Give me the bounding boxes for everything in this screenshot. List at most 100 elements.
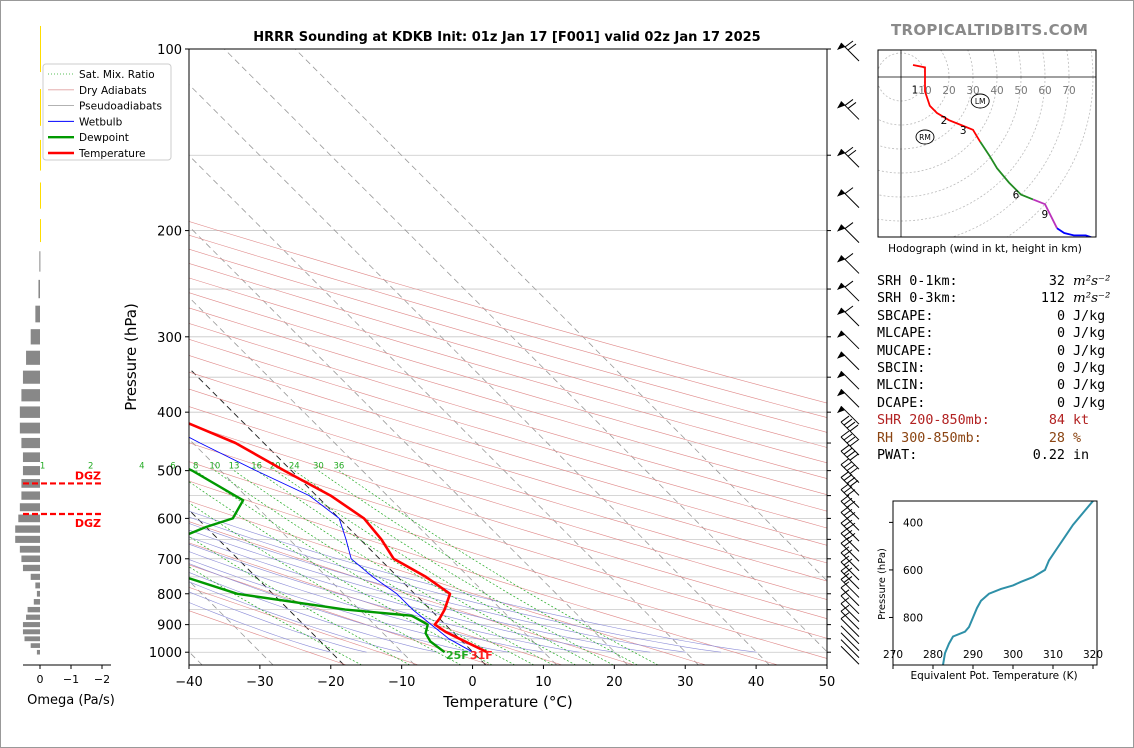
- wind-barb: [837, 330, 860, 350]
- stat-label: SRH 0-1km:: [877, 274, 958, 289]
- mixing-ratio-label: 4: [139, 462, 144, 472]
- omega-bar: [22, 466, 40, 476]
- omega-bar: [19, 503, 40, 512]
- stat-value: 0: [1056, 361, 1065, 377]
- omega-bar: [22, 629, 40, 635]
- theta-e-x-tick-label: 290: [963, 649, 983, 661]
- stat-label: PWAT:: [877, 448, 918, 464]
- omega-bar: [30, 573, 40, 580]
- wind-barb: [840, 645, 860, 665]
- wind-barb: [840, 555, 860, 581]
- stat-row: SBCAPE: 0 J/kg: [877, 308, 1110, 325]
- stat-unit: J/kg: [1073, 361, 1106, 377]
- stat-row: DCAPE: 0 J/kg: [877, 395, 1110, 412]
- theta-e-y-tick-label: 800: [903, 612, 923, 624]
- theta-e-profile: [942, 501, 1094, 665]
- dry-adiabat: [189, 586, 419, 665]
- wind-barb: [837, 187, 860, 208]
- omega-bar: [15, 535, 40, 543]
- wind-barb: [840, 573, 860, 598]
- wind-barb-flag: [837, 43, 845, 50]
- hodograph-ring-label: 20: [942, 85, 955, 97]
- stat-unit: J/kg: [1073, 343, 1106, 359]
- stat-row: MLCAPE: 0 J/kg: [877, 325, 1110, 342]
- temperature-axis-label: Temperature (°C): [442, 693, 572, 711]
- stat-unit: m²s⁻²: [1073, 291, 1111, 307]
- wind-barb: [837, 146, 860, 168]
- wind-barb-feather: [840, 444, 850, 452]
- stat-label: SBCAPE:: [877, 308, 934, 324]
- omega-bar: [21, 437, 40, 449]
- stat-value: 0.22: [1032, 448, 1065, 464]
- hodograph-frame: [877, 49, 1097, 238]
- stat-row: SBCIN: 0 J/kg: [877, 360, 1110, 377]
- hodograph-trace: [979, 141, 1034, 201]
- wind-barb-feather: [840, 458, 850, 466]
- omega-bar: [19, 406, 40, 418]
- stat-value: 0: [1056, 395, 1065, 411]
- skew-t-panel: HRRR Sounding at KDKB Init: 01z Jan 17 […: [40, 30, 860, 711]
- wind-barb-feather: [849, 453, 859, 461]
- wind-barb: [837, 370, 860, 390]
- wind-barb-flag: [837, 406, 845, 414]
- isotherm: [189, 84, 770, 665]
- omega-bar: [38, 279, 40, 299]
- omega-bar: [30, 643, 40, 648]
- stat-row: SRH 0-1km: 32 m²s⁻²: [877, 273, 1110, 290]
- legend-entry: Wetbulb: [79, 116, 123, 128]
- omega-bar: [19, 422, 40, 434]
- pressure-tick-label: 900: [157, 619, 182, 634]
- stat-label: SHR 200-850mb:: [877, 413, 990, 429]
- wind-barb-feather: [843, 558, 853, 566]
- stat-row: SRH 0-3km: 112 m²s⁻²: [877, 290, 1110, 307]
- omega-bar: [35, 582, 40, 589]
- omega-bar: [40, 89, 41, 126]
- wind-barb: [840, 536, 860, 562]
- omega-bar: [40, 139, 41, 171]
- wind-barb-feather: [840, 483, 850, 491]
- wind-barb: [837, 40, 860, 62]
- wind-barb: [840, 589, 860, 615]
- wind-barb-flag: [837, 189, 845, 197]
- omega-bar: [39, 251, 41, 272]
- legend-entry: Dry Adiabats: [79, 85, 147, 97]
- omega-bar: [30, 329, 40, 345]
- hodograph-caption: Hodograph (wind in kt, height in km): [888, 243, 1082, 255]
- stat-label: RH 300-850mb:: [877, 430, 982, 446]
- theta-e-axis-ticks: 270 280 290 300 310 320 400 600 800: [883, 517, 1103, 669]
- wind-barb-staff: [840, 587, 860, 607]
- wind-barb: [840, 625, 860, 645]
- wind-barb-feather: [840, 494, 850, 502]
- wind-barb-feather: [843, 433, 853, 441]
- mixing-ratio-line: [189, 566, 362, 665]
- wind-barb-feather: [840, 415, 850, 423]
- omega-bar: [26, 614, 40, 620]
- chart-title: HRRR Sounding at KDKB Init: 01z Jan 17 […: [253, 30, 760, 45]
- wind-barb-feather: [846, 477, 856, 484]
- brand-watermark: TROPICALTIDBITS.COM: [891, 21, 1089, 39]
- omega-bar: [22, 452, 40, 463]
- pseudoadiabat: [189, 563, 474, 653]
- wind-barb-staff: [840, 595, 860, 615]
- wind-barb-feather: [843, 567, 853, 575]
- wind-barb-flag: [837, 101, 845, 109]
- dry-adiabat: [189, 248, 827, 433]
- hodograph-ring-label: 50: [1014, 85, 1027, 97]
- dry-adiabat: [189, 234, 827, 418]
- theta-e-x-tick-label: 320: [1083, 649, 1103, 661]
- stat-value: 28: [1048, 430, 1065, 446]
- hodograph-ring-label: 60: [1038, 85, 1051, 97]
- stat-label: MUCAPE:: [877, 343, 934, 359]
- wind-barb: [837, 351, 860, 371]
- storm-motion-marker: [915, 129, 935, 145]
- storm-motion-marker: [970, 93, 990, 109]
- isotherm-highlight: [189, 367, 487, 665]
- mixing-ratio-label: 36: [334, 462, 345, 472]
- wind-barb: [840, 632, 860, 652]
- omega-bar: [40, 25, 41, 73]
- legend-box: [42, 63, 172, 161]
- wind-barb-feather: [846, 464, 856, 472]
- dry-adiabat: [189, 388, 827, 582]
- pseudoadiabat: [189, 516, 722, 653]
